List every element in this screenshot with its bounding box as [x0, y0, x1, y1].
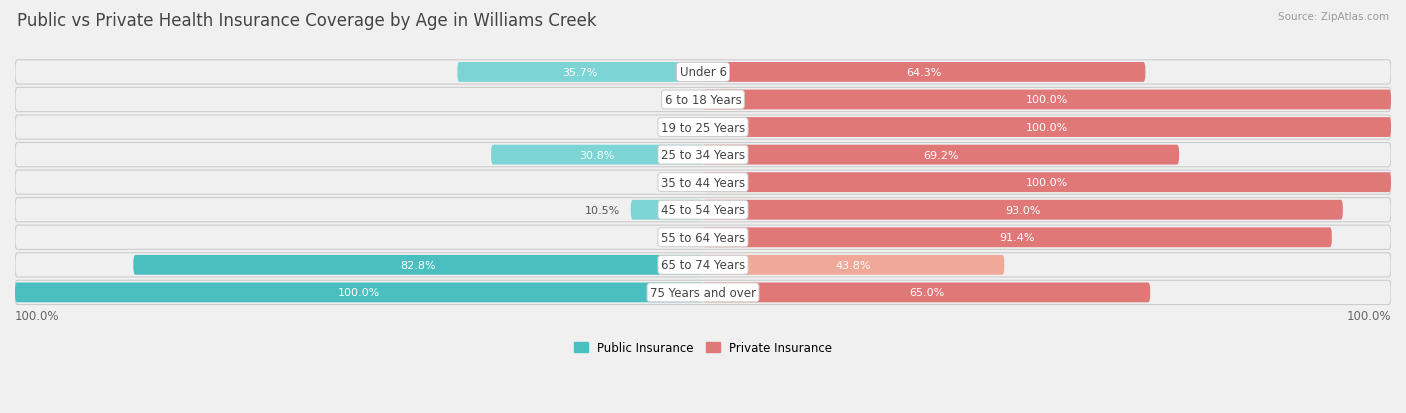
Text: 100.0%: 100.0%: [1026, 178, 1069, 188]
FancyBboxPatch shape: [15, 61, 1391, 85]
FancyBboxPatch shape: [15, 280, 1391, 305]
FancyBboxPatch shape: [491, 145, 703, 165]
Text: 35 to 44 Years: 35 to 44 Years: [661, 176, 745, 189]
Text: 19 to 25 Years: 19 to 25 Years: [661, 121, 745, 134]
Text: 93.0%: 93.0%: [1005, 205, 1040, 215]
Text: Public vs Private Health Insurance Coverage by Age in Williams Creek: Public vs Private Health Insurance Cover…: [17, 12, 596, 30]
FancyBboxPatch shape: [703, 228, 1331, 248]
FancyBboxPatch shape: [15, 198, 1391, 222]
Text: 91.4%: 91.4%: [1000, 233, 1035, 243]
Text: 0.0%: 0.0%: [665, 178, 693, 188]
Text: 100.0%: 100.0%: [1347, 309, 1391, 322]
FancyBboxPatch shape: [15, 88, 1391, 112]
FancyBboxPatch shape: [15, 116, 1391, 140]
FancyBboxPatch shape: [703, 145, 1180, 165]
Text: Under 6: Under 6: [679, 66, 727, 79]
FancyBboxPatch shape: [703, 90, 1391, 110]
Text: 55 to 64 Years: 55 to 64 Years: [661, 231, 745, 244]
Text: 43.8%: 43.8%: [837, 260, 872, 270]
Text: 25 to 34 Years: 25 to 34 Years: [661, 149, 745, 162]
Text: 65 to 74 Years: 65 to 74 Years: [661, 259, 745, 272]
FancyBboxPatch shape: [15, 253, 1391, 277]
FancyBboxPatch shape: [631, 200, 703, 220]
FancyBboxPatch shape: [15, 143, 1391, 167]
Text: 6 to 18 Years: 6 to 18 Years: [665, 94, 741, 107]
FancyBboxPatch shape: [703, 173, 1391, 192]
Text: 100.0%: 100.0%: [15, 309, 59, 322]
Text: 10.5%: 10.5%: [585, 205, 620, 215]
Text: 75 Years and over: 75 Years and over: [650, 286, 756, 299]
FancyBboxPatch shape: [457, 63, 703, 83]
Text: 0.0%: 0.0%: [665, 95, 693, 105]
Text: 0.0%: 0.0%: [665, 123, 693, 133]
FancyBboxPatch shape: [703, 118, 1391, 138]
FancyBboxPatch shape: [703, 255, 1004, 275]
Text: 100.0%: 100.0%: [1026, 95, 1069, 105]
Text: 100.0%: 100.0%: [337, 288, 380, 298]
Text: 65.0%: 65.0%: [908, 288, 945, 298]
Text: 69.2%: 69.2%: [924, 150, 959, 160]
Text: 0.0%: 0.0%: [665, 233, 693, 243]
Text: Source: ZipAtlas.com: Source: ZipAtlas.com: [1278, 12, 1389, 22]
FancyBboxPatch shape: [15, 225, 1391, 250]
FancyBboxPatch shape: [703, 63, 1146, 83]
Legend: Public Insurance, Private Insurance: Public Insurance, Private Insurance: [569, 337, 837, 359]
FancyBboxPatch shape: [703, 283, 1150, 303]
FancyBboxPatch shape: [15, 171, 1391, 195]
FancyBboxPatch shape: [134, 255, 703, 275]
FancyBboxPatch shape: [703, 200, 1343, 220]
Text: 100.0%: 100.0%: [1026, 123, 1069, 133]
Text: 35.7%: 35.7%: [562, 68, 598, 78]
Text: 30.8%: 30.8%: [579, 150, 614, 160]
FancyBboxPatch shape: [15, 283, 703, 303]
Text: 64.3%: 64.3%: [907, 68, 942, 78]
Text: 82.8%: 82.8%: [401, 260, 436, 270]
Text: 45 to 54 Years: 45 to 54 Years: [661, 204, 745, 217]
